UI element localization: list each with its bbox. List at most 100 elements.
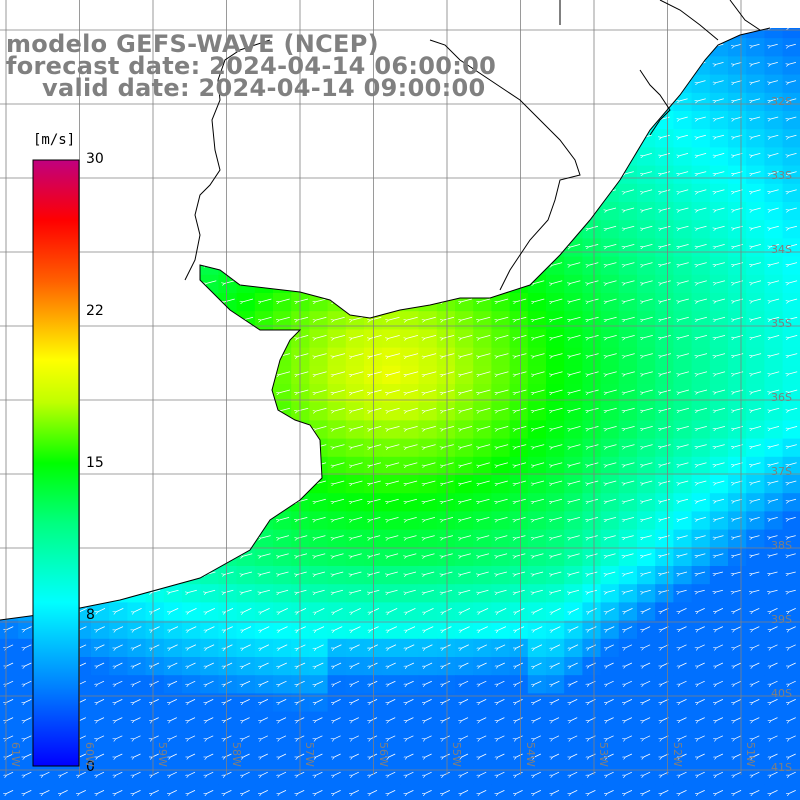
wind-cell: [709, 675, 729, 694]
wind-cell: [728, 547, 747, 567]
wind-cell: [218, 347, 238, 367]
wind-cell: [418, 384, 438, 403]
wind-cell: [491, 620, 511, 640]
wind-cell: [254, 111, 274, 130]
wind-arrow: [607, 116, 616, 119]
wind-cell: [273, 748, 292, 767]
wind-cell: [600, 238, 620, 258]
wind-cell: [127, 111, 147, 130]
wind-cell: [746, 693, 765, 713]
wind-cell: [309, 347, 329, 367]
wind-cell: [728, 238, 747, 258]
wind-arrow: [589, 134, 598, 137]
wind-cell: [273, 220, 292, 239]
wind-cell: [436, 456, 456, 476]
wind-cell: [709, 638, 729, 658]
wind-cell: [182, 547, 201, 567]
wind-cell: [637, 657, 656, 676]
wind-cell: [418, 675, 438, 694]
wind-cell: [163, 165, 183, 185]
wind-arrow: [680, 116, 688, 119]
wind-cell: [309, 493, 329, 512]
wind-cell: [764, 365, 784, 385]
wind-arrow: [643, 26, 650, 28]
wind-cell: [527, 493, 547, 512]
wind-arrow: [279, 207, 290, 211]
wind-arrow: [607, 407, 617, 411]
wind-cell: [273, 183, 292, 203]
wind-cell: [200, 111, 219, 130]
wind-cell: [527, 529, 547, 549]
wind-cell: [618, 475, 638, 494]
wind-arrow: [571, 262, 581, 266]
wind-arrow: [352, 371, 364, 375]
wind-cell: [418, 311, 438, 330]
wind-arrow: [207, 480, 217, 484]
wind-cell: [54, 766, 74, 785]
wind-cell: [509, 183, 529, 203]
wind-cell: [400, 238, 420, 258]
wind-cell: [582, 92, 602, 112]
wind-cell: [655, 129, 674, 148]
wind-arrow: [6, 280, 15, 283]
wind-cell: [764, 165, 784, 185]
wind-cell: [309, 311, 329, 330]
wind-cell: [655, 748, 674, 767]
wind-cell: [691, 566, 711, 585]
wind-cell: [728, 220, 747, 239]
wind-cell: [382, 529, 401, 549]
wind-cell: [273, 438, 292, 458]
wind-arrow: [134, 316, 144, 320]
wind-cell: [236, 547, 256, 567]
wind-cell: [400, 111, 420, 130]
wind-arrow: [316, 262, 327, 266]
wind-cell: [254, 493, 274, 512]
wind-arrow: [25, 98, 33, 101]
wind-arrow: [680, 389, 690, 393]
wind-arrow: [552, 62, 561, 64]
wind-cell: [455, 711, 474, 731]
wind-cell: [527, 74, 547, 94]
wind-arrow: [134, 553, 143, 556]
wind-cell: [673, 420, 693, 440]
wind-cell: [637, 293, 656, 312]
wind-cell: [327, 238, 347, 258]
longitude-label: 60W: [82, 742, 96, 767]
wind-cell: [327, 529, 347, 549]
wind-cell: [382, 238, 401, 258]
wind-cell: [109, 165, 128, 185]
wind-cell: [254, 183, 274, 203]
wind-cell: [728, 202, 747, 221]
wind-cell: [182, 438, 201, 458]
wind-arrow: [97, 134, 106, 137]
wind-cell: [728, 456, 747, 476]
wind-arrow: [552, 225, 563, 229]
wind-cell: [709, 711, 729, 731]
wind-cell: [91, 584, 110, 603]
wind-arrow: [625, 225, 635, 228]
wind-arrow: [771, 153, 779, 155]
wind-cell: [618, 256, 638, 276]
wind-cell: [145, 438, 165, 458]
wind-cell: [673, 238, 693, 258]
wind-arrow: [261, 444, 272, 448]
wind-arrow: [643, 171, 653, 174]
wind-arrow: [480, 353, 491, 357]
wind-cell: [218, 547, 238, 567]
wind-cell: [127, 402, 147, 421]
wind-cell: [564, 420, 583, 440]
wind-cell: [254, 256, 274, 276]
wind-arrow: [170, 444, 180, 448]
wind-cell: [236, 220, 256, 239]
wind-cell: [109, 729, 128, 749]
wind-arrow: [698, 116, 706, 119]
wind-cell: [746, 202, 765, 221]
wind-arrow: [771, 171, 779, 174]
wind-cell: [273, 347, 292, 367]
wind-arrow: [116, 371, 125, 375]
wind-arrow: [789, 80, 797, 83]
wind-cell: [582, 384, 602, 403]
wind-cell: [527, 329, 547, 349]
wind-arrow: [789, 298, 798, 301]
wind-arrow: [334, 189, 344, 193]
